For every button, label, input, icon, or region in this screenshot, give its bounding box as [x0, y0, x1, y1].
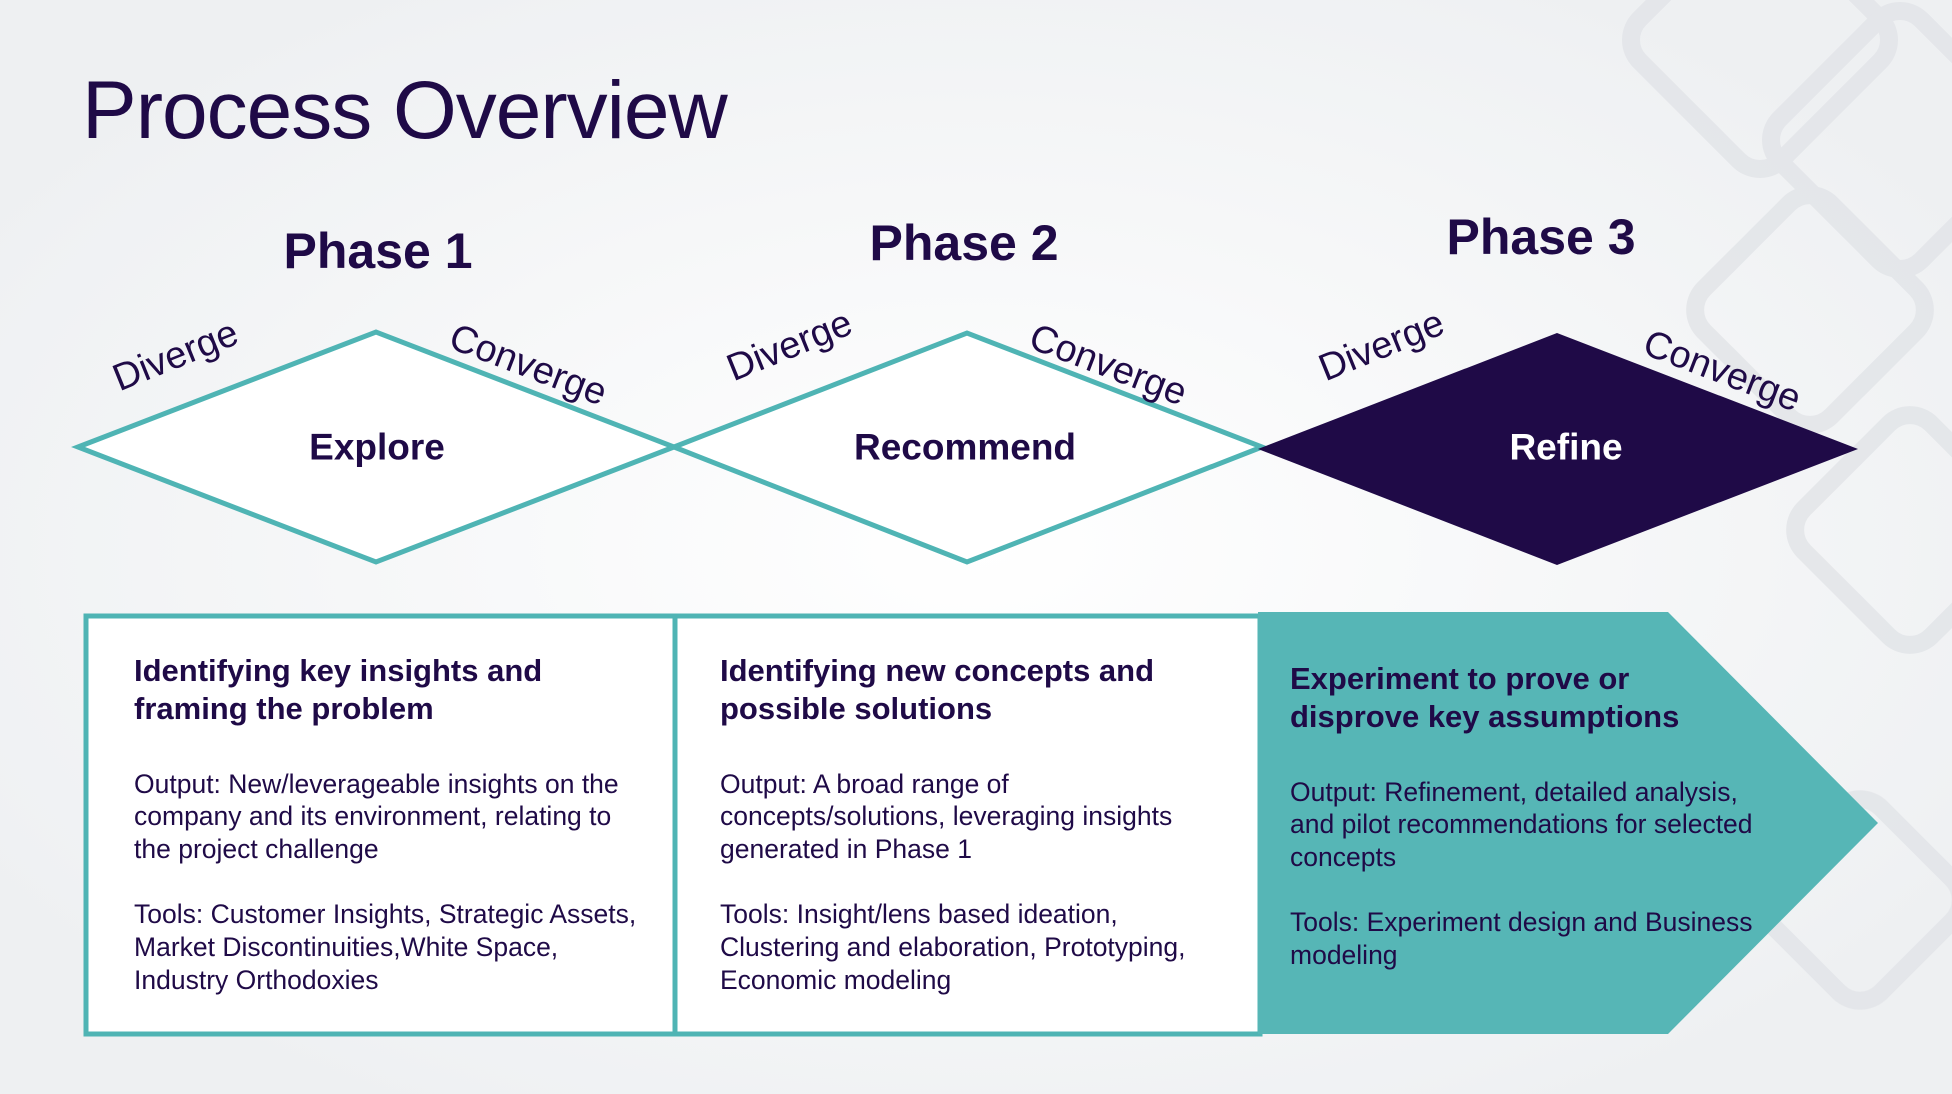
phase-1-box [83, 613, 678, 1037]
phase-1-box-content: Identifying key insights and framing the… [134, 652, 644, 997]
phase-3-heading: Experiment to prove or disprove key assu… [1290, 661, 1680, 734]
phase-3-diamond [1258, 333, 1858, 565]
phase-2-box [672, 613, 1263, 1037]
phase-2-diamond [667, 330, 1269, 565]
phase-2-title: Phase 2 [869, 215, 1059, 271]
phase-2-tools: Tools: Insight/lens based ideation, Clus… [720, 899, 1186, 995]
phase-2-center-label: Recommend [853, 426, 1077, 468]
phase-1-tools: Tools: Customer Insights, Strategic Asse… [134, 899, 637, 995]
phase-3-arrow-box [1258, 612, 1878, 1034]
phase-3-center-label: Refine [1509, 426, 1623, 468]
phase-2-heading: Identifying new concepts and possible so… [720, 653, 1155, 726]
phase-1-center-label: Explore [309, 426, 445, 468]
phase-1-title: Phase 1 [283, 223, 473, 279]
page-title: Process Overview [82, 65, 728, 156]
phase-3-box-content: Experiment to prove or disprove key assu… [1290, 660, 1760, 972]
phase-3-title: Phase 3 [1446, 209, 1636, 265]
phase-2-box-content: Identifying new concepts and possible so… [720, 652, 1220, 997]
decorative-squares [1622, 0, 1952, 1010]
phase-3-output: Output: Refinement, detailed analysis, a… [1290, 776, 1753, 873]
phase-3-tools: Tools: Experiment design and Business mo… [1290, 907, 1753, 971]
phase-1-heading: Identifying key insights and framing the… [134, 653, 543, 726]
phase-2-output: Output: A broad range of concepts/soluti… [720, 768, 1173, 865]
phase-1-output: Output: New/leverageable insights on the… [134, 768, 619, 865]
